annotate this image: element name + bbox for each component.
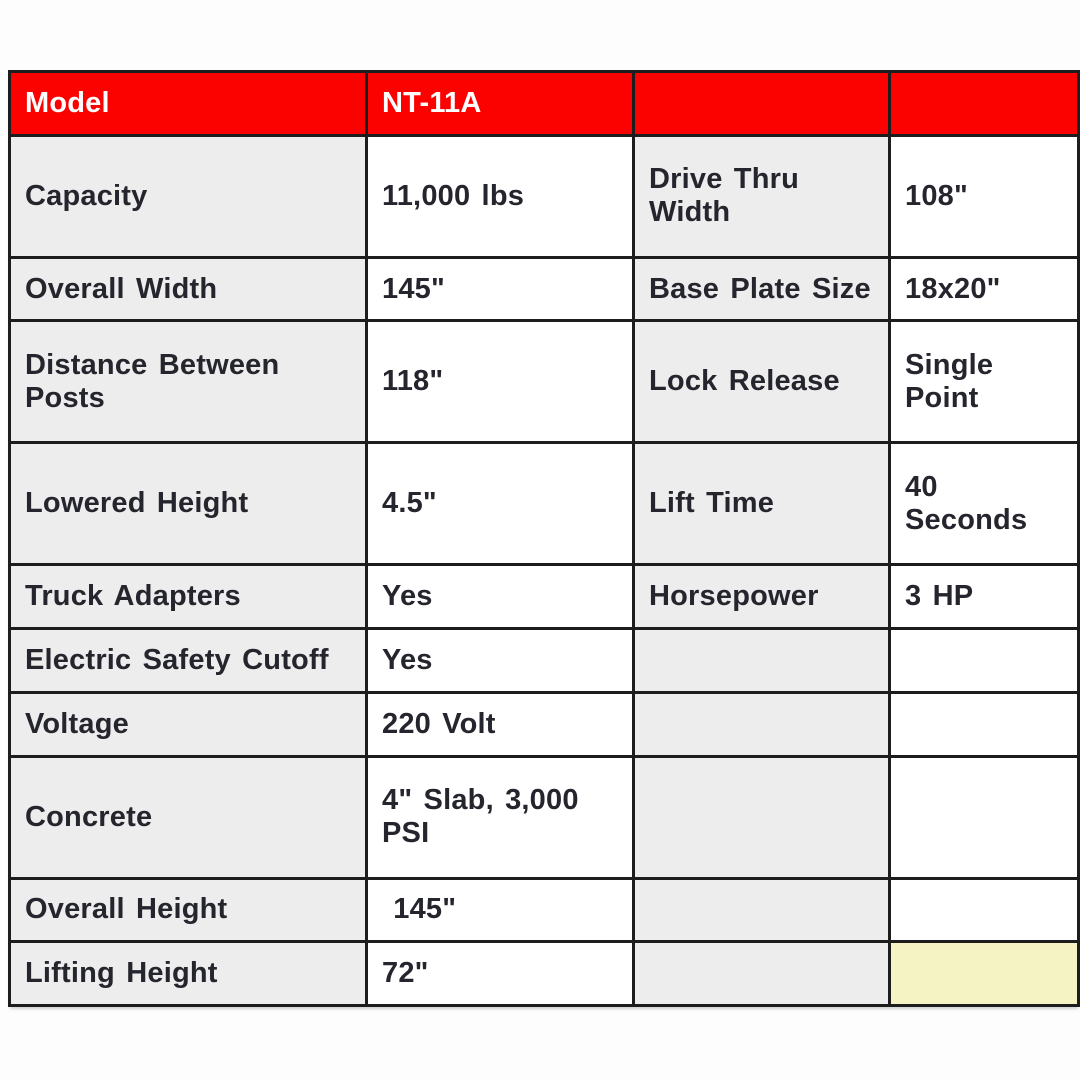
spec-label: Overall Height [8,876,368,944]
spec-row-voltage: Voltage 220 Volt [8,690,1080,758]
spec-value: 72" [365,940,635,1007]
header-cell-empty-2 [888,70,1080,137]
spec-value: 40 Seconds [888,441,1080,567]
header-cell-empty-1 [632,70,891,137]
header-cell-model-number: NT-11A [365,70,635,137]
spec-value [888,754,1080,880]
spec-label: Truck Adapters [8,563,368,631]
spec-label [632,690,891,758]
spec-value [888,876,1080,944]
spec-label [632,876,891,944]
spec-row-concrete: Concrete 4" Slab, 3,000 PSI [8,754,1080,880]
spec-row-capacity: Capacity 11,000 lbs Drive Thru Width 108… [8,133,1080,259]
spec-value: Yes [365,563,635,631]
spec-value: 145" [365,255,635,323]
spec-row-overall-width: Overall Width 145" Base Plate Size 18x20… [8,255,1080,323]
spec-label: Concrete [8,754,368,880]
spec-label: Lowered Height [8,441,368,567]
spec-value [888,627,1080,694]
spec-label: Distance Between Posts [8,319,368,445]
spec-label: Horsepower [632,563,891,631]
spec-label: Drive Thru Width [632,133,891,259]
spec-row-overall-height: Overall Height 145" [8,876,1080,944]
spec-value: 4.5" [365,441,635,567]
spec-label: Voltage [8,690,368,758]
spec-label: Base Plate Size [632,255,891,323]
spec-label: Lock Release [632,319,891,445]
table-header-row: Model NT-11A [8,70,1080,137]
spec-label: Electric Safety Cutoff [8,627,368,694]
spec-value: 118" [365,319,635,445]
spec-label: Lifting Height [8,940,368,1007]
spec-value-highlighted [888,940,1080,1007]
spec-label: Lift Time [632,441,891,567]
spec-value [888,690,1080,758]
header-cell-model-label: Model [8,70,368,137]
spec-value: 18x20" [888,255,1080,323]
spec-value: Yes [365,627,635,694]
spec-value: 108" [888,133,1080,259]
spec-row-distance-between-posts: Distance Between Posts 118" Lock Release… [8,319,1080,445]
spec-row-lifting-height: Lifting Height 72" [8,940,1080,1007]
spec-value: 11,000 lbs [365,133,635,259]
specs-table: Model NT-11A Capacity 11,000 lbs Drive T… [8,70,1080,1007]
spec-row-lowered-height: Lowered Height 4.5" Lift Time 40 Seconds [8,441,1080,567]
spec-value: 145" [365,876,635,944]
spec-label [632,940,891,1007]
spec-value: 220 Volt [365,690,635,758]
spec-label: Overall Width [8,255,368,323]
spec-label [632,627,891,694]
spec-value: 4" Slab, 3,000 PSI [365,754,635,880]
spec-label [632,754,891,880]
spec-row-electric-safety-cutoff: Electric Safety Cutoff Yes [8,627,1080,694]
spec-value: Single Point [888,319,1080,445]
spec-row-truck-adapters: Truck Adapters Yes Horsepower 3 HP [8,563,1080,631]
spec-label: Capacity [8,133,368,259]
spec-value: 3 HP [888,563,1080,631]
